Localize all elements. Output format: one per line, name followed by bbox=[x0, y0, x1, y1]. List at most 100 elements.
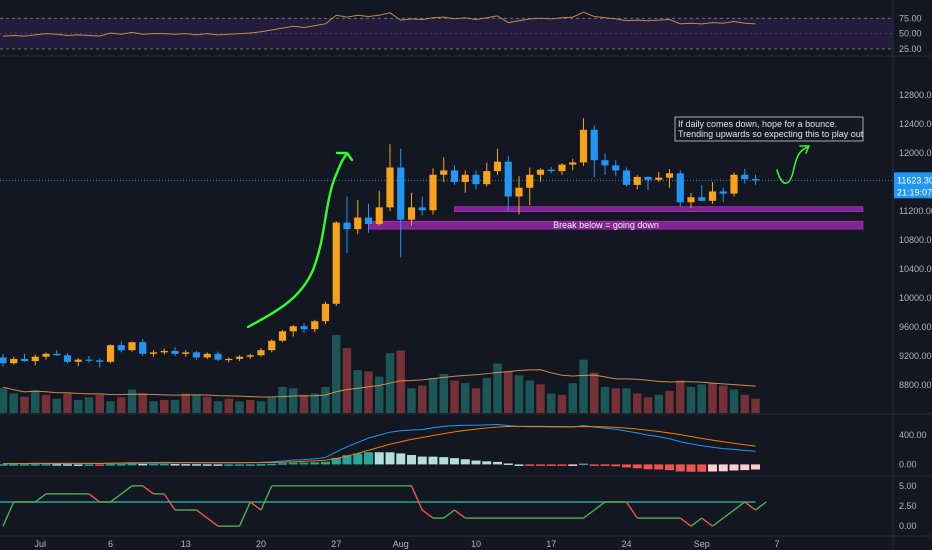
rsi-tick-label: 25.00 bbox=[899, 44, 922, 54]
candle-body bbox=[504, 161, 512, 197]
volume-bar bbox=[149, 401, 158, 413]
candle-body bbox=[192, 352, 201, 358]
candle-body bbox=[569, 162, 577, 165]
volume-bar bbox=[0, 388, 8, 413]
price-tick-label: 11200.00 bbox=[899, 206, 932, 216]
candle-body bbox=[483, 171, 491, 185]
macd-histogram-bar bbox=[353, 453, 363, 465]
volume-bar bbox=[321, 387, 330, 413]
oscillator-segment bbox=[679, 517, 692, 527]
volume-bar bbox=[461, 383, 470, 413]
macd-histogram-bar bbox=[643, 464, 653, 470]
macd-histogram-bar bbox=[718, 464, 728, 472]
volume-bar bbox=[84, 397, 94, 413]
macd-histogram-bar bbox=[546, 464, 556, 466]
candle-body bbox=[139, 342, 147, 354]
oscillator-segment bbox=[2, 501, 15, 527]
macd-tick-label: 400.00 bbox=[899, 430, 927, 440]
macd-line bbox=[2, 423, 756, 465]
macd-histogram-bar bbox=[364, 452, 373, 465]
candle-body bbox=[257, 350, 265, 356]
candle-body bbox=[698, 197, 706, 201]
volume-bar bbox=[708, 383, 717, 413]
candle-body bbox=[289, 326, 297, 332]
volume-bar bbox=[493, 363, 502, 413]
annotations[interactable]: If daily comes down, hope for a bounce. … bbox=[553, 116, 864, 230]
volume-bar bbox=[654, 394, 663, 413]
candle-body bbox=[364, 217, 373, 225]
oscillator-segment bbox=[625, 501, 638, 519]
price-tick-label: 10000.00 bbox=[899, 293, 932, 303]
volume-bar bbox=[697, 384, 706, 413]
candle-body bbox=[182, 352, 190, 354]
note-box[interactable] bbox=[674, 116, 864, 142]
price-tick-label: 12800.00 bbox=[899, 90, 932, 100]
macd-histogram-bar bbox=[493, 461, 502, 465]
volume-bar bbox=[235, 401, 244, 413]
candle-body bbox=[547, 169, 555, 172]
volume-bar bbox=[342, 348, 352, 413]
price-tick-label: 8800.00 bbox=[899, 380, 932, 390]
candle-body bbox=[375, 207, 383, 225]
volume-bar bbox=[127, 389, 137, 413]
macd-histogram-bar bbox=[557, 464, 567, 466]
candle-body bbox=[278, 331, 287, 341]
volume-bar bbox=[95, 394, 104, 413]
candle-body bbox=[472, 174, 480, 185]
macd-histogram-bar bbox=[396, 453, 406, 465]
macd-histogram-bar bbox=[321, 461, 330, 465]
candle-body bbox=[719, 191, 727, 194]
last-price-tag bbox=[894, 172, 932, 199]
price-tick-label: 12400.00 bbox=[899, 119, 932, 129]
candle-body bbox=[612, 165, 620, 171]
macd-histogram-bar bbox=[73, 464, 83, 466]
volume-bar bbox=[256, 401, 266, 413]
candle-body bbox=[450, 170, 459, 182]
price-candles[interactable] bbox=[0, 118, 893, 368]
oscillator-segment bbox=[120, 485, 133, 495]
macd-histogram-bar bbox=[708, 464, 717, 472]
candle-body bbox=[128, 342, 136, 351]
drawing-arrows[interactable] bbox=[246, 145, 810, 329]
candle-body bbox=[418, 207, 426, 211]
oscillator-segment bbox=[701, 517, 713, 527]
oscillator-segment bbox=[110, 493, 122, 503]
volume-bar bbox=[633, 393, 642, 413]
volume-bar bbox=[192, 394, 201, 413]
macd-histogram-bar bbox=[471, 460, 481, 465]
macd-histogram-bar bbox=[654, 464, 664, 470]
macd-histogram-bar bbox=[310, 462, 320, 465]
candle-body bbox=[633, 176, 641, 185]
macd-histogram-bar bbox=[127, 463, 137, 466]
volume-bar bbox=[267, 397, 276, 413]
volume-bar bbox=[106, 401, 115, 413]
macd-histogram-bar bbox=[245, 464, 255, 466]
macd-pane[interactable]: 400.00 0.00 bbox=[0, 423, 927, 472]
oscillator-segment bbox=[744, 501, 756, 511]
volume-bar bbox=[579, 359, 588, 413]
candle-body bbox=[246, 355, 254, 357]
candle-body bbox=[730, 174, 738, 194]
rsi-pane[interactable]: 75.00 50.00 25.00 bbox=[0, 11, 922, 54]
macd-histogram-bar bbox=[170, 464, 180, 466]
volume-bar bbox=[375, 376, 384, 413]
note-line-1: If daily comes down, hope for a bounce. bbox=[678, 119, 837, 129]
volume-bar bbox=[622, 388, 631, 413]
volume-bar bbox=[278, 387, 287, 413]
candle-body bbox=[300, 326, 308, 330]
candle-body bbox=[665, 173, 674, 178]
oscillator-pane[interactable]: 5.00 2.50 0.00 bbox=[0, 481, 917, 531]
time-tick-label: 7 bbox=[774, 539, 779, 549]
time-tick-label: 13 bbox=[181, 539, 191, 549]
price-tick-label: 12000.00 bbox=[899, 148, 932, 158]
time-tick-label: 24 bbox=[621, 539, 631, 549]
candle-body bbox=[386, 167, 394, 208]
candle-body bbox=[579, 129, 588, 163]
time-axis[interactable]: Jul 6 13 20 27 Aug 10 17 24 Sep 7 bbox=[34, 539, 779, 549]
oscillator-tick-label: 2.50 bbox=[899, 501, 917, 511]
candle-body bbox=[42, 353, 50, 357]
rsi-line bbox=[2, 11, 756, 37]
macd-histogram-bar bbox=[525, 464, 535, 466]
